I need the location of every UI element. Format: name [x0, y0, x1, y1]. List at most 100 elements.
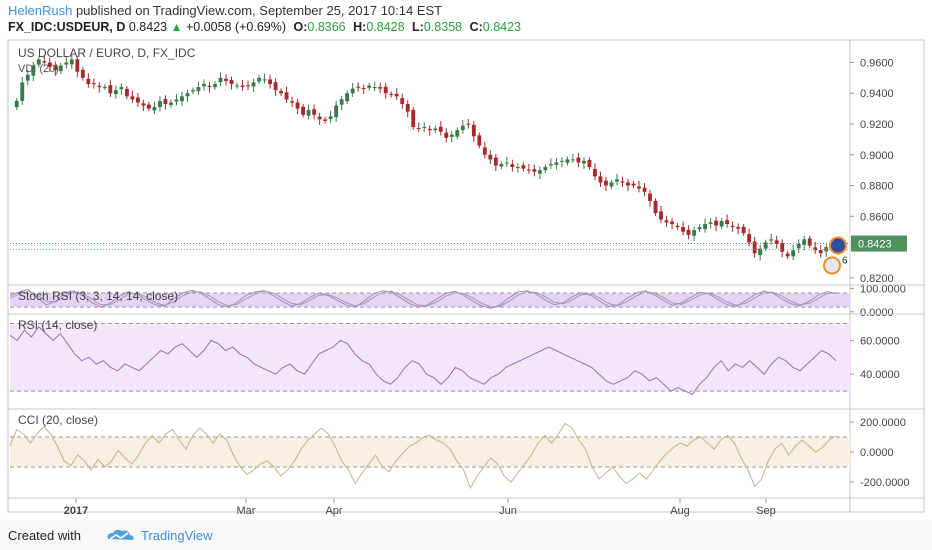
- candle-body: [510, 164, 515, 168]
- candle-body: [681, 227, 685, 232]
- indicator-tick-label: 0.0000: [860, 307, 894, 319]
- candle-body: [543, 167, 548, 171]
- time-tick-label: Mar: [237, 505, 256, 517]
- candle-body: [97, 85, 102, 88]
- candle-body: [714, 220, 719, 226]
- candle-body: [400, 98, 405, 104]
- candle-body: [807, 238, 812, 246]
- stoch-rsi-pane[interactable]: 100.0000 0.0000 Stoch RSI (3, 3, 14, 14, c…: [9, 283, 906, 319]
- candle-body: [587, 160, 592, 168]
- footer-bar: Created with TradingView: [0, 520, 932, 550]
- last-price-tag: [851, 235, 907, 252]
- candle-body: [565, 159, 570, 163]
- candle-body: [752, 241, 757, 254]
- symbol-label: FX_IDC:USDEUR, D: [8, 20, 126, 34]
- candle-body: [526, 169, 531, 171]
- candle-body: [295, 102, 300, 109]
- candle-body: [229, 80, 234, 84]
- up-triangle-icon: ▲: [170, 20, 183, 34]
- candle-body: [796, 244, 801, 249]
- main-pane[interactable]: 0.9600 0.9400 0.9200 0.9000 0.8800 0.8600 0.82…: [10, 46, 907, 285]
- indicator-series-line: [9, 326, 837, 396]
- open-value: 0.8366: [307, 20, 346, 34]
- candle-body: [69, 59, 74, 65]
- candle-body: [47, 62, 52, 68]
- high-value: 0.8428: [366, 20, 405, 34]
- candle-body: [763, 242, 768, 249]
- tradingview-brand-link[interactable]: TradingView: [141, 528, 213, 543]
- candle-body: [648, 193, 652, 201]
- candle-body: [119, 87, 124, 90]
- ohlc-line: FX_IDC:USDEUR, D 0.8423 ▲ +0.0058 (+0.69…: [8, 20, 521, 34]
- candle-body: [169, 102, 173, 105]
- candle-body: [780, 243, 785, 252]
- candle-body: [36, 59, 41, 65]
- candle-body: [75, 59, 80, 72]
- time-axis: 2017 Mar Apr Jun Aug Sep: [64, 498, 776, 517]
- candle-body: [405, 104, 410, 112]
- candle-body: [14, 100, 19, 108]
- candle-body: [493, 157, 498, 166]
- author-link[interactable]: HelenRush: [8, 3, 73, 18]
- candle-body: [471, 124, 476, 137]
- price-tick-label: 0.8200: [860, 273, 894, 285]
- candle-body: [659, 211, 663, 220]
- rsi-pane[interactable]: 60.0000 40.0000 RSI (14, close): [9, 318, 900, 396]
- candle-body: [477, 135, 482, 146]
- candle-body: [394, 93, 399, 97]
- candle-body: [306, 110, 311, 116]
- close-label: C:: [469, 20, 483, 34]
- candle-body: [301, 106, 306, 115]
- candle-body: [488, 154, 493, 160]
- candle-body: [813, 247, 818, 251]
- eu-flag-event-icon: [829, 236, 847, 255]
- candle-body: [246, 85, 250, 87]
- candle-body: [113, 90, 118, 95]
- created-with-text: Created with: [8, 528, 81, 543]
- candle-body: [719, 220, 724, 227]
- chart-area[interactable]: 0.9600 0.9400 0.9200 0.9000 0.8800 0.8600 0.82…: [0, 0, 932, 520]
- candle-body: [196, 87, 201, 92]
- candle-body: [791, 250, 796, 257]
- candle-body: [548, 164, 553, 166]
- indicator-title: RSI (14, close): [18, 318, 97, 332]
- candle-body: [604, 180, 608, 186]
- indicator-title: CCI (20, close): [18, 413, 98, 427]
- candle-body: [670, 221, 674, 224]
- candle-body: [367, 85, 372, 88]
- candle-body: [53, 65, 58, 71]
- candle-body: [736, 227, 741, 229]
- candle-body: [642, 187, 647, 192]
- indicator-tick-label: 200.0000: [860, 417, 906, 429]
- candle-body: [626, 182, 630, 186]
- candle-body: [537, 170, 542, 174]
- candle-body: [312, 109, 317, 115]
- candle-body: [378, 87, 383, 89]
- vdi-legend-label: VDI (20): [18, 63, 59, 75]
- candle-body: [58, 65, 63, 72]
- candle-body: [80, 69, 85, 78]
- candle-body: [747, 234, 752, 243]
- price-tick-label: 0.8800: [860, 181, 894, 193]
- published-text: published on TradingView.com, September …: [75, 3, 443, 18]
- candle-body: [774, 240, 779, 244]
- cci-pane[interactable]: 200.0000 0.0000 -200.0000 CCI (20, close): [9, 413, 910, 490]
- indicator-tick-label: -200.0000: [860, 477, 910, 489]
- candle-body: [598, 176, 603, 183]
- price-tick-label: 0.9600: [860, 57, 894, 69]
- candle-body: [317, 116, 322, 120]
- candle-body: [692, 230, 697, 236]
- change-value: +0.0058 (+0.69%): [185, 20, 287, 34]
- candle-body: [86, 78, 91, 84]
- time-tick-label: Aug: [670, 505, 690, 517]
- candle-body: [130, 96, 135, 100]
- candle-body: [108, 85, 113, 94]
- candle-body: [257, 77, 261, 82]
- candle-body: [570, 159, 575, 161]
- candle-body: [427, 128, 432, 131]
- candle-body: [191, 90, 195, 92]
- candle-body: [356, 86, 361, 88]
- candle-body: [416, 128, 421, 129]
- candle-body: [64, 62, 69, 65]
- candle-body: [334, 105, 339, 118]
